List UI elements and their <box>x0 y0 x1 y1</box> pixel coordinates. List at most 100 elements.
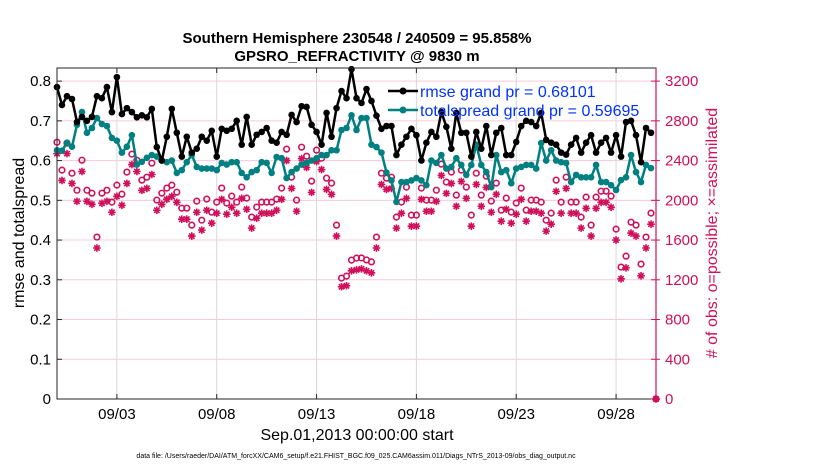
totalspread-point <box>522 161 530 169</box>
assimilated-obs-point <box>522 217 531 225</box>
totalspread-point <box>497 168 505 176</box>
possible-obs-point <box>557 198 565 206</box>
totalspread-point <box>313 154 320 162</box>
rmse-point <box>68 95 76 103</box>
y-tick-label: 0.6 <box>30 153 51 170</box>
assimilated-obs-point <box>177 215 186 223</box>
assimilated-obs-point <box>302 163 311 172</box>
assimilated-obs-point <box>352 266 361 274</box>
y-tick-label: 0.1 <box>30 351 51 368</box>
assimilated-obs-point <box>567 209 575 218</box>
possible-obs-point <box>627 218 635 226</box>
assimilated-obs-point <box>512 210 521 219</box>
possible-obs-point <box>238 183 246 191</box>
possible-obs-point <box>143 173 151 181</box>
rmse-point <box>587 131 595 139</box>
assimilated-obs-point <box>547 220 555 228</box>
rmse-point <box>288 111 295 119</box>
possible-obs-point <box>228 192 236 200</box>
assimilated-obs-point <box>562 184 570 193</box>
rmse-point <box>213 153 221 160</box>
y-right-tick-label: 1600 <box>665 232 698 249</box>
assimilated-obs-point <box>207 219 216 227</box>
assimilated-obs-point <box>587 232 595 240</box>
rmse-point <box>83 117 91 125</box>
rmse-point <box>128 108 136 116</box>
possible-obs-point <box>103 186 111 194</box>
rmse-point <box>248 141 255 148</box>
totalspread-point <box>378 149 385 156</box>
totalspread-point <box>243 173 250 181</box>
totalspread-point <box>512 165 520 172</box>
totalspread-point <box>398 178 405 186</box>
rmse-point <box>448 145 455 152</box>
totalspread-point <box>118 149 126 156</box>
rmse-point <box>607 149 615 156</box>
possible-obs-point <box>607 192 615 200</box>
rmse-point <box>103 83 111 91</box>
assimilated-obs-point <box>322 185 331 194</box>
rmse-point <box>273 139 280 147</box>
rmse-point <box>78 113 86 121</box>
rmse-point <box>637 158 645 166</box>
rmse-point <box>612 131 620 139</box>
assimilated-obs-point <box>108 208 116 217</box>
rmse-point <box>522 117 530 125</box>
rmse-point <box>468 153 475 160</box>
assimilated-obs-point <box>93 244 101 252</box>
assimilated-obs-point <box>83 197 91 206</box>
totalspread-point <box>268 169 275 177</box>
rmse-point <box>93 92 101 100</box>
possible-obs-point <box>517 184 525 192</box>
rmse-point <box>308 121 315 129</box>
rmse-point <box>138 111 146 119</box>
rmse-point <box>208 127 216 135</box>
totalspread-point <box>582 173 590 181</box>
possible-obs-point <box>233 198 241 206</box>
totalspread-point <box>622 173 630 181</box>
rmse-point <box>388 122 395 130</box>
assimilated-obs-point <box>287 184 296 193</box>
assimilated-obs-point <box>63 149 71 158</box>
possible-obs-point <box>572 198 580 206</box>
totalspread-point <box>537 139 545 147</box>
totalspread-point <box>363 114 370 122</box>
assimilated-obs-point <box>517 195 526 204</box>
totalspread-point <box>637 178 645 186</box>
rmse-point <box>193 145 201 152</box>
possible-obs-point <box>507 208 515 216</box>
possible-obs-point <box>472 169 480 177</box>
rmse-point <box>348 65 355 73</box>
possible-obs-point <box>522 206 530 214</box>
assimilated-obs-point <box>387 184 396 193</box>
legend-rmse-label: rmse grand pr = 0.68101 <box>420 84 596 101</box>
y-right-tick-label: 3200 <box>665 73 698 90</box>
rmse-point <box>333 104 340 112</box>
assimilated-obs-point <box>103 197 111 206</box>
totalspread-point <box>368 141 375 148</box>
totalspread-point <box>283 174 290 182</box>
totalspread-point <box>328 146 335 154</box>
assimilated-obs-point <box>133 167 141 176</box>
totalspread-point <box>542 157 550 164</box>
assimilated-obs-point <box>192 208 201 217</box>
totalspread-point <box>502 166 510 174</box>
chart-marks <box>53 65 660 403</box>
assimilated-obs-point <box>153 206 161 215</box>
assimilated-obs-point <box>377 180 386 189</box>
assimilated-obs-point <box>247 224 256 232</box>
rmse-point <box>552 141 560 148</box>
rmse-point <box>477 145 485 152</box>
assimilated-obs-point <box>237 194 246 203</box>
totalspread-point <box>607 181 615 189</box>
rmse-point <box>547 139 555 147</box>
rmse-point <box>228 125 236 133</box>
assimilated-obs-point <box>532 207 540 216</box>
rmse-point <box>383 122 390 130</box>
assimilated-obs-point <box>282 156 291 165</box>
grid <box>57 68 656 399</box>
totalspread-point <box>448 163 455 171</box>
totalspread-point <box>482 168 490 176</box>
totalspread-point <box>353 126 360 134</box>
